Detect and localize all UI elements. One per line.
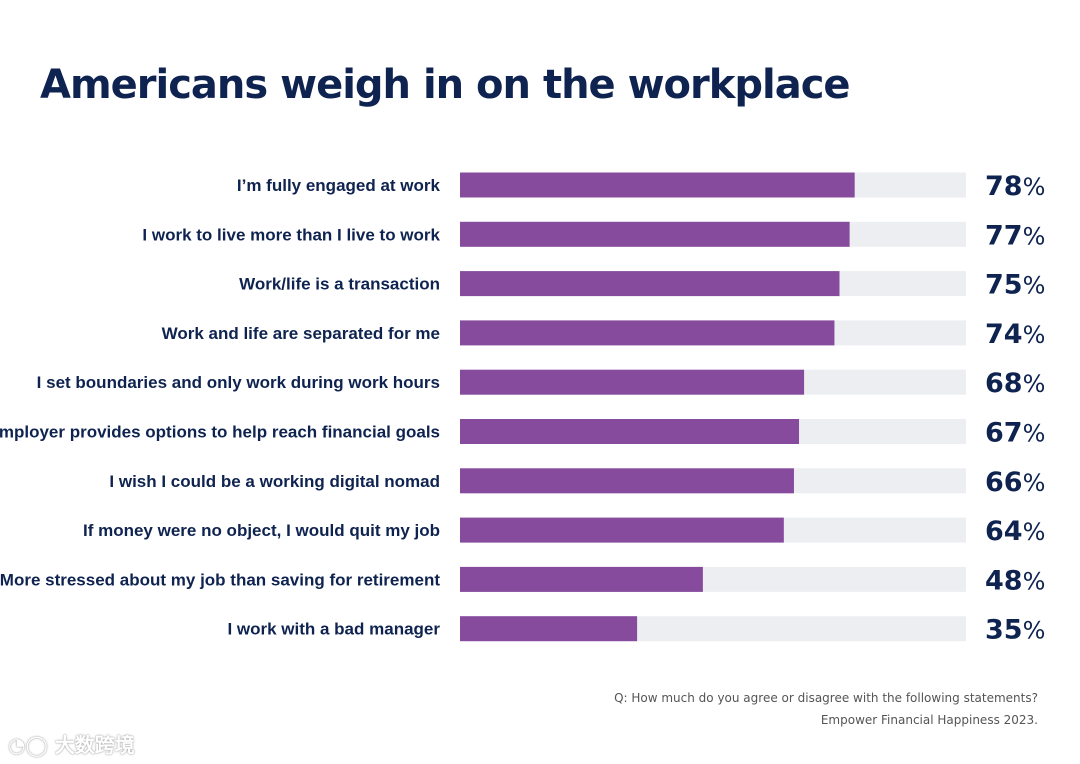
- category-label: I set boundaries and only work during wo…: [37, 373, 440, 392]
- data-label: 77%: [985, 220, 1045, 251]
- chart-title: Americans weigh in on the workplace: [40, 62, 851, 108]
- category-label: I work to live more than I live to work: [142, 225, 440, 244]
- data-label: 66%: [985, 467, 1045, 498]
- survey-question-note: Q: How much do you agree or disagree wit…: [614, 691, 1038, 705]
- bar: [460, 616, 638, 642]
- data-label: 78%: [985, 171, 1045, 202]
- bar: [460, 320, 835, 346]
- bar: [460, 172, 855, 198]
- category-label: Work and life are separated for me: [162, 324, 440, 343]
- watermark-text: 大数跨境: [54, 733, 135, 757]
- bar: [460, 566, 703, 592]
- category-label: More stressed about my job than saving f…: [0, 570, 440, 589]
- category-label: I work with a bad manager: [227, 620, 440, 639]
- bar: [460, 468, 794, 494]
- category-label: I’m fully engaged at work: [237, 176, 441, 195]
- source-note: Empower Financial Happiness 2023.: [820, 713, 1038, 727]
- data-label: 48%: [985, 565, 1045, 596]
- data-label: 75%: [985, 270, 1045, 301]
- category-label: Employer provides options to help reach …: [0, 423, 440, 442]
- watermark-logo: ◔◯ 大数跨境: [8, 729, 135, 758]
- data-label: 68%: [985, 368, 1045, 399]
- category-label: If money were no object, I would quit my…: [83, 521, 440, 540]
- data-label: 67%: [985, 418, 1045, 449]
- bar: [460, 221, 850, 247]
- bar: [460, 271, 840, 297]
- bar: [460, 369, 805, 395]
- data-label: 64%: [985, 516, 1045, 547]
- category-label: Work/life is a transaction: [239, 275, 440, 294]
- data-label: 35%: [985, 615, 1045, 646]
- watermark-icon: ◔◯: [8, 733, 48, 757]
- category-label: I wish I could be a working digital noma…: [109, 472, 440, 491]
- bar: [460, 517, 784, 543]
- data-label: 74%: [985, 319, 1045, 350]
- bar: [460, 419, 800, 444]
